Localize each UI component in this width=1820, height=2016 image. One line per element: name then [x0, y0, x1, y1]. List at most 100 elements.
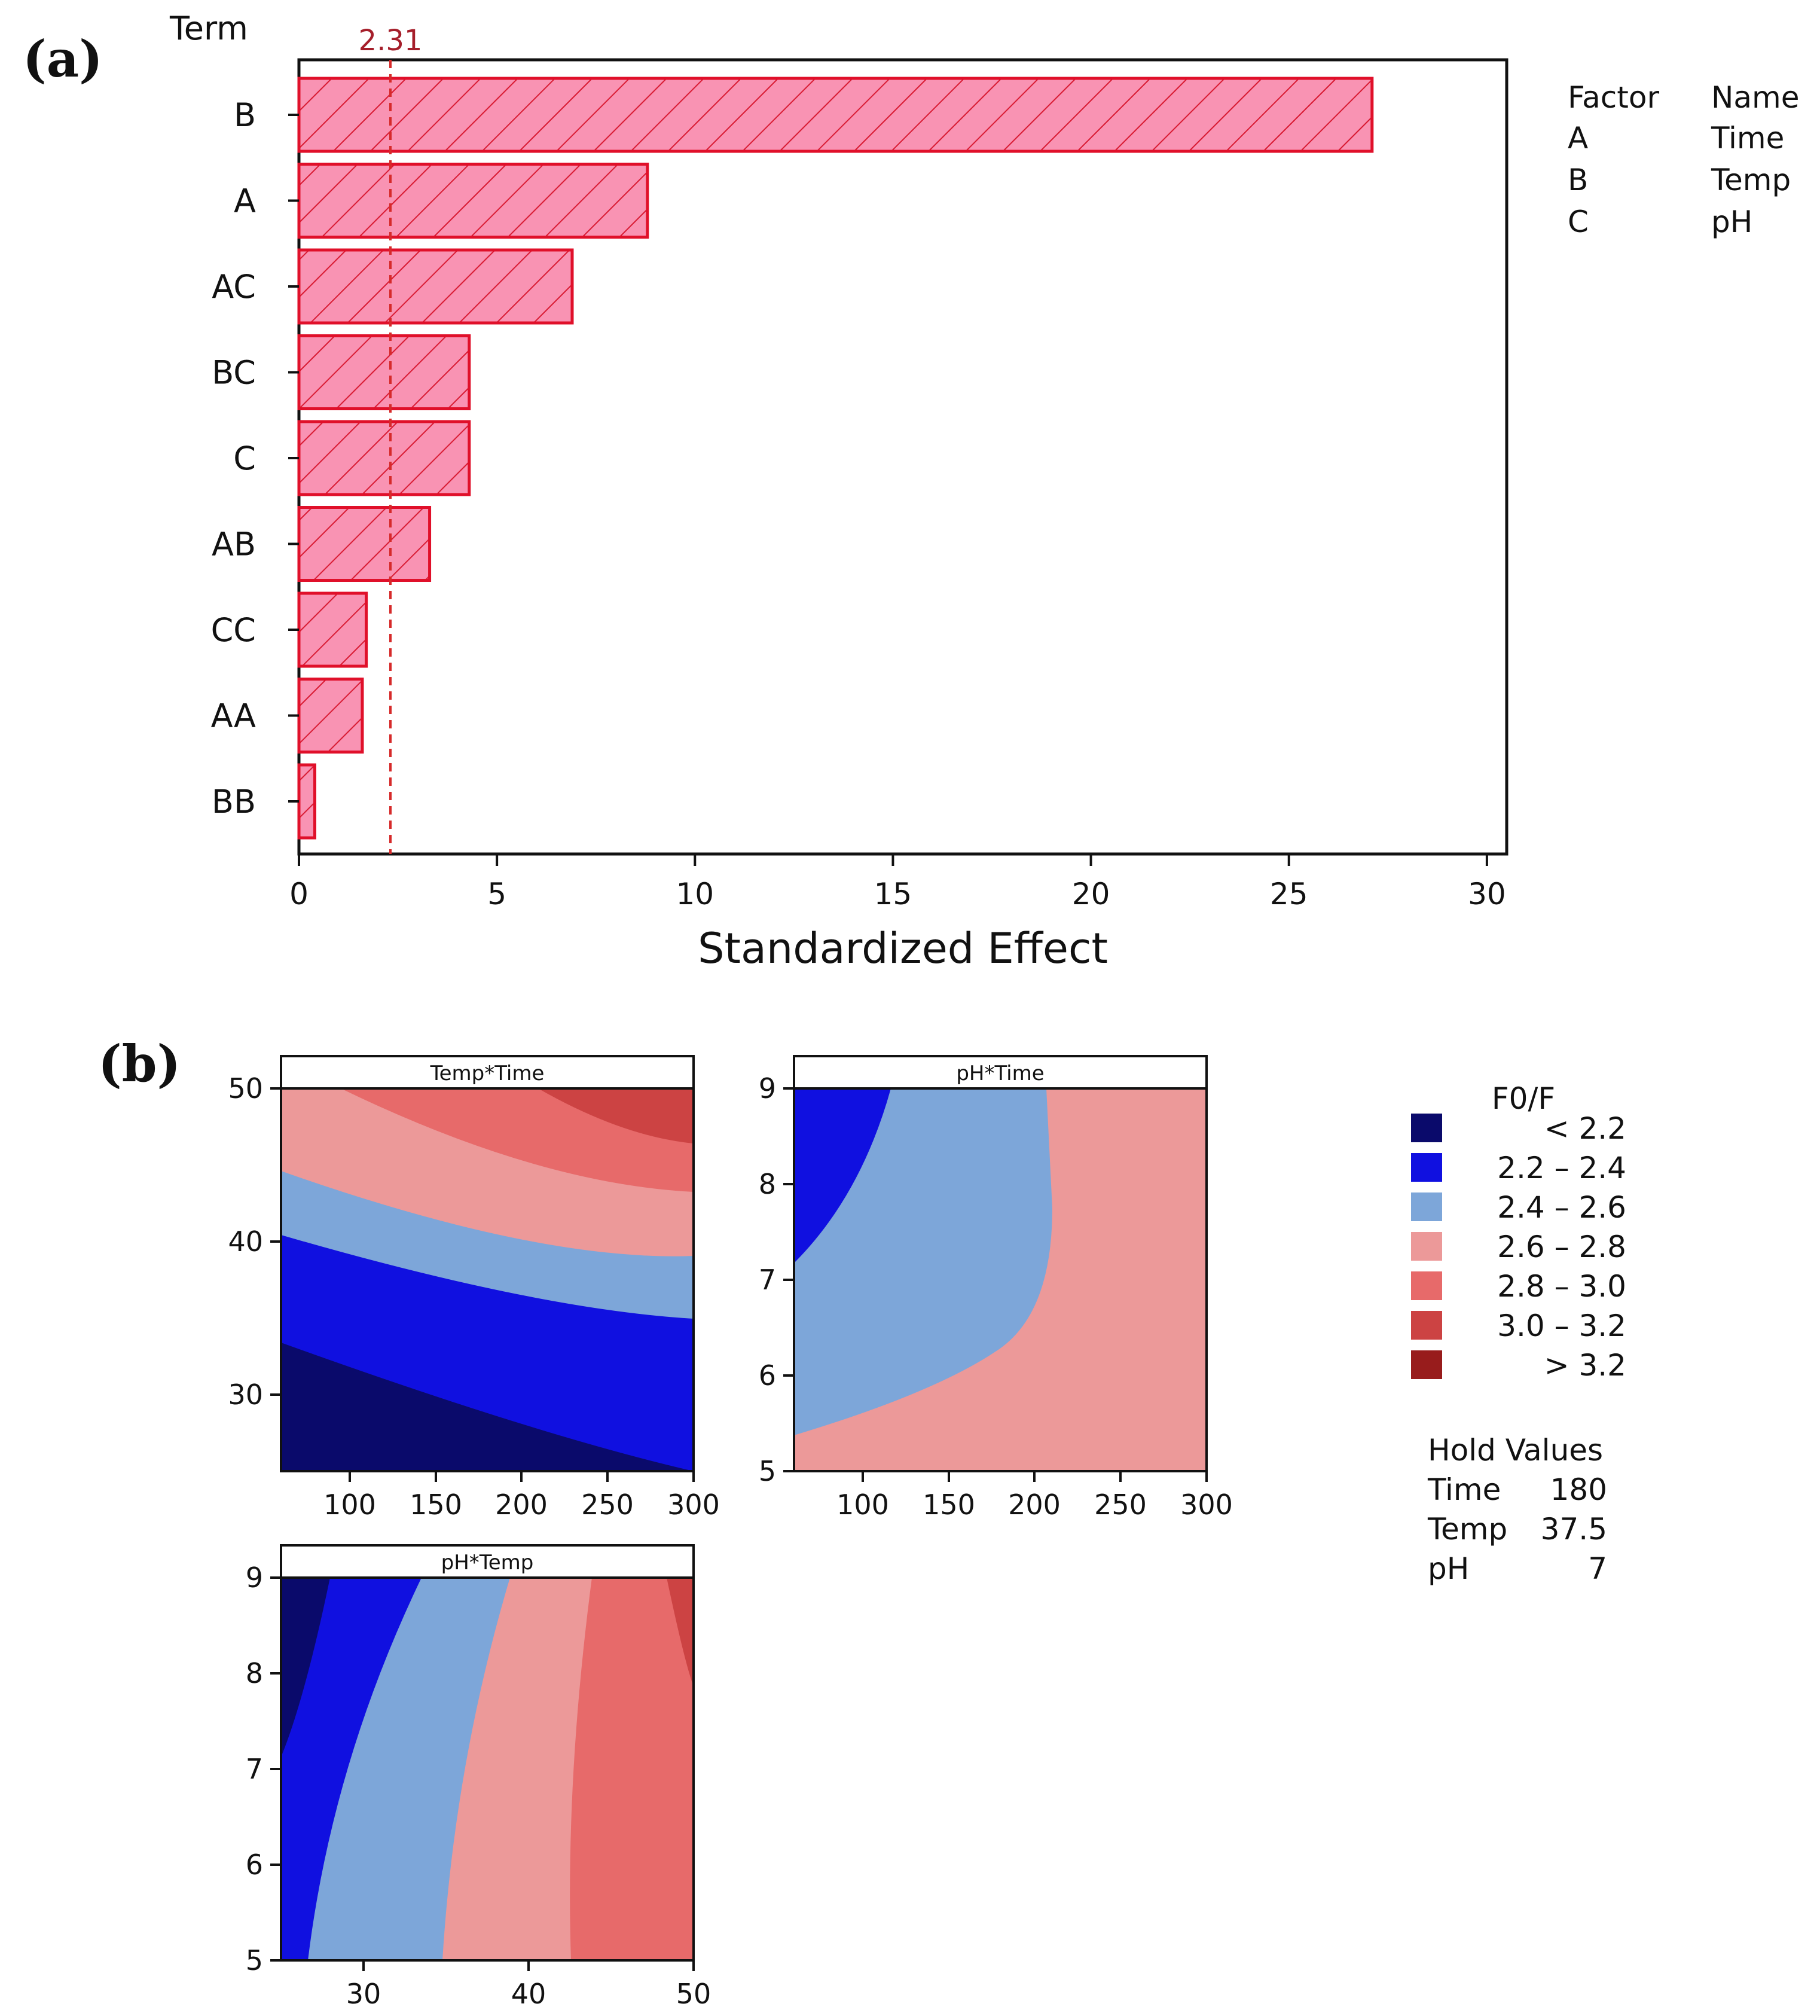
factor-b-name: Temp [1711, 163, 1791, 197]
legend-range-label: 2.6 – 2.8 [1497, 1230, 1626, 1264]
contour-3-ytick-label: 8 [246, 1657, 263, 1689]
x-axis-title: Standardized Effect [698, 924, 1108, 973]
contour-3-xtick-label: 50 [676, 1978, 711, 2010]
f0f-legend: F0/F < 2.2 2.2 – 2.4 2.4 – 2.6 2.6 – 2.8 2.8… [1411, 1081, 1626, 1383]
contour-1-band-30-32 [538, 1088, 694, 1143]
term-label-a: A [234, 182, 256, 220]
legend-swatch [1411, 1232, 1442, 1261]
factor-a-name: Time [1711, 121, 1784, 155]
contour-3-x-ticks: 30 40 50 [346, 1960, 711, 2010]
bar-c-hatch [297, 420, 471, 496]
pareto-chart: B A AC BC C AB CC AA BB 0 5 10 15 20 25 30 2.31 Standa… [211, 24, 1508, 973]
legend-range-label: 3.0 – 3.2 [1497, 1309, 1626, 1343]
contour-3-band-22-24 [281, 1578, 422, 1960]
legend-range-label: 2.2 – 2.4 [1497, 1151, 1626, 1185]
contour-3-band-lt22 [281, 1578, 330, 1757]
contour-2-ytick-label: 8 [759, 1168, 776, 1200]
contour-1-x-ticks: 100 150 200 250 300 [323, 1471, 720, 1521]
contour-2-title: pH*Time [956, 1062, 1044, 1085]
contour-1-ytick-label: 40 [228, 1225, 263, 1258]
bar-a-hatch [297, 163, 649, 239]
x-tick-label: 15 [874, 877, 912, 911]
contour-1-frame [280, 1087, 695, 1472]
bar-bb-hatch [297, 763, 316, 840]
x-tick-label: 0 [289, 877, 309, 911]
term-label-bc: BC [212, 354, 256, 392]
contour-2-ytick-label: 6 [759, 1359, 776, 1392]
contour-1-band-lt22 [281, 1343, 694, 1471]
legend-swatch [1411, 1271, 1442, 1300]
contour-1-xtick-label: 200 [495, 1489, 548, 1521]
f0f-legend-title: F0/F [1492, 1081, 1555, 1116]
contour-1-strip [280, 1055, 695, 1090]
contour-2-x-ticks: 100 150 200 250 300 [836, 1471, 1233, 1521]
legend-range-label: > 3.2 [1544, 1348, 1626, 1383]
factor-c: C [1568, 205, 1589, 239]
name-header: Name [1711, 80, 1800, 115]
bar-bc-hatch [297, 334, 471, 410]
legend-range-label: 2.4 – 2.6 [1497, 1190, 1626, 1225]
legend-swatch [1411, 1153, 1442, 1182]
factor-a: A [1568, 121, 1588, 155]
hold-values: Hold Values Time 180 Temp 37.5 pH 7 [1427, 1433, 1607, 1586]
contour-2-band-22-24 [794, 1088, 891, 1263]
hold-ph-value: 7 [1588, 1551, 1607, 1586]
term-label-b: B [234, 96, 256, 134]
reference-line-label: 2.31 [359, 24, 423, 57]
term-label-aa: AA [211, 697, 256, 735]
factor-legend: Factor Name A Time B Temp C pH [1568, 80, 1800, 239]
contour-3-y-ticks: 5 6 7 8 9 [246, 1561, 281, 1977]
legend-swatch [1411, 1311, 1442, 1340]
hold-time-name: Time [1427, 1472, 1501, 1507]
contour-3-ytick-label: 5 [246, 1944, 263, 1977]
term-label-ac: AC [212, 268, 256, 306]
contour-1-xtick-label: 300 [667, 1489, 720, 1521]
factor-header: Factor [1568, 80, 1659, 115]
contour-2-xtick-label: 100 [836, 1489, 889, 1521]
contour-2-ytick-label: 5 [759, 1455, 776, 1487]
x-tick-label: 25 [1270, 877, 1308, 911]
contour-2-y-ticks: 5 6 7 8 9 [759, 1072, 794, 1487]
bar-aa-hatch [297, 678, 364, 754]
contour-1-xtick-label: 150 [410, 1489, 462, 1521]
hold-ph-name: pH [1428, 1551, 1469, 1586]
contour-temp-time: Temp*Time 30 40 50 100 150 200 [228, 1055, 720, 1521]
contour-2-band-24-26 [794, 1088, 1052, 1435]
contour-2-xtick-label: 250 [1094, 1489, 1147, 1521]
bar-cc-hatch [297, 591, 368, 668]
contour-2-xtick-label: 150 [923, 1489, 975, 1521]
hold-values-title: Hold Values [1428, 1433, 1603, 1468]
legend-swatch [1411, 1114, 1442, 1142]
contour-3-xtick-label: 30 [346, 1978, 381, 2010]
contour-1-y-ticks: 30 40 50 [228, 1072, 281, 1411]
contour-ph-temp: pH*Temp 5 6 7 8 9 30 40 [246, 1544, 711, 2010]
contour-3-band-30-32 [667, 1578, 694, 1686]
contour-1-ytick-label: 30 [228, 1378, 263, 1411]
contour-1-title: Temp*Time [430, 1062, 545, 1085]
legend-swatch [1411, 1350, 1442, 1379]
x-tick-label: 30 [1468, 877, 1506, 911]
contour-3-ytick-label: 6 [246, 1849, 263, 1881]
bar-ac-hatch [297, 248, 574, 325]
term-label-cc: CC [211, 611, 256, 649]
bar-b-hatch [297, 77, 1374, 153]
legend-swatch [1411, 1192, 1442, 1221]
contour-2-xtick-label: 300 [1180, 1489, 1233, 1521]
factor-b: B [1568, 163, 1588, 197]
hold-time-value: 180 [1550, 1472, 1607, 1507]
hold-temp-value: 37.5 [1541, 1512, 1607, 1547]
x-tick-label: 10 [676, 877, 714, 911]
panel-b-label: (b) [98, 1034, 181, 1093]
x-tick-label: 20 [1072, 877, 1110, 911]
contour-3-ytick-label: 9 [246, 1561, 263, 1594]
term-label-bb: BB [212, 783, 256, 821]
contour-3-ytick-label: 7 [246, 1753, 263, 1785]
legend-range-label: 2.8 – 3.0 [1497, 1269, 1626, 1304]
contour-2-strip [793, 1055, 1208, 1090]
factor-c-name: pH [1711, 205, 1752, 239]
contour-2-xtick-label: 200 [1008, 1489, 1061, 1521]
x-tick-label: 5 [487, 877, 506, 911]
bar-ab-hatch [297, 506, 432, 582]
contour-2-ytick-label: 7 [759, 1264, 776, 1296]
